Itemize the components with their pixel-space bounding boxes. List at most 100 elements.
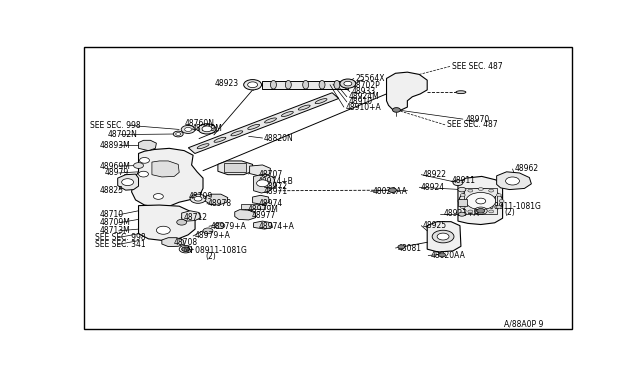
- Circle shape: [340, 79, 356, 88]
- Text: 48081: 48081: [397, 244, 422, 253]
- Polygon shape: [205, 194, 228, 205]
- Text: 48974+A: 48974+A: [259, 222, 294, 231]
- Text: 48969M: 48969M: [100, 161, 131, 171]
- Circle shape: [497, 206, 501, 208]
- Circle shape: [476, 198, 486, 204]
- Text: 48925: 48925: [422, 221, 446, 230]
- Circle shape: [190, 194, 206, 203]
- Text: 48979M: 48979M: [248, 205, 278, 214]
- Bar: [262, 81, 348, 89]
- Text: 48760N: 48760N: [184, 119, 214, 128]
- Polygon shape: [188, 93, 339, 154]
- Circle shape: [460, 206, 465, 208]
- Circle shape: [438, 253, 445, 257]
- Text: 48923: 48923: [215, 78, 239, 87]
- Text: 48910: 48910: [349, 97, 373, 106]
- Circle shape: [506, 177, 520, 185]
- Text: 48708: 48708: [173, 238, 197, 247]
- Bar: [464, 189, 497, 214]
- Polygon shape: [152, 161, 179, 177]
- Circle shape: [432, 230, 454, 243]
- Circle shape: [489, 210, 493, 213]
- Text: 48924M: 48924M: [349, 92, 380, 101]
- Text: 48974: 48974: [259, 199, 283, 208]
- Circle shape: [176, 132, 180, 135]
- Text: SEE SEC. 998: SEE SEC. 998: [90, 121, 141, 130]
- Ellipse shape: [214, 137, 226, 142]
- Circle shape: [499, 200, 504, 202]
- Text: 48707: 48707: [259, 170, 283, 179]
- Circle shape: [477, 208, 484, 213]
- Ellipse shape: [315, 99, 327, 104]
- Ellipse shape: [456, 91, 466, 94]
- Polygon shape: [253, 174, 276, 193]
- Polygon shape: [218, 161, 253, 175]
- Circle shape: [122, 179, 134, 186]
- Text: 25564X: 25564X: [356, 74, 385, 83]
- Circle shape: [185, 128, 191, 131]
- Text: 48922: 48922: [422, 170, 446, 179]
- Text: SEE SEC. 487: SEE SEC. 487: [452, 62, 502, 71]
- Ellipse shape: [303, 80, 308, 89]
- Circle shape: [154, 193, 163, 199]
- Circle shape: [177, 219, 187, 225]
- Circle shape: [173, 131, 183, 137]
- Circle shape: [388, 188, 396, 192]
- Text: N 08911-1081G: N 08911-1081G: [481, 202, 541, 211]
- Polygon shape: [235, 210, 255, 220]
- Text: 48910M: 48910M: [467, 196, 498, 205]
- Text: 48972: 48972: [264, 182, 287, 191]
- Text: (2): (2): [205, 251, 216, 260]
- Circle shape: [453, 180, 463, 186]
- Text: 48825: 48825: [100, 186, 124, 195]
- Ellipse shape: [264, 118, 276, 123]
- Circle shape: [466, 192, 495, 210]
- Ellipse shape: [271, 80, 276, 89]
- Text: 48924: 48924: [420, 183, 444, 192]
- Text: 48978: 48978: [208, 199, 232, 208]
- Text: 48020AA: 48020AA: [430, 251, 465, 260]
- Polygon shape: [182, 211, 201, 221]
- Polygon shape: [497, 172, 531, 190]
- Text: 48977: 48977: [252, 211, 276, 221]
- Circle shape: [468, 210, 473, 213]
- Polygon shape: [428, 222, 461, 252]
- Circle shape: [460, 193, 465, 196]
- Text: 48971: 48971: [264, 187, 287, 196]
- Circle shape: [497, 193, 501, 196]
- Bar: [458, 199, 467, 206]
- Text: N 08911-1081G: N 08911-1081G: [187, 246, 246, 255]
- Circle shape: [437, 233, 449, 240]
- Polygon shape: [162, 238, 184, 247]
- Text: 48709: 48709: [189, 192, 213, 201]
- Text: 48962: 48962: [515, 164, 539, 173]
- Ellipse shape: [285, 80, 291, 89]
- Polygon shape: [253, 221, 273, 229]
- Text: A/88A0P 9: A/88A0P 9: [504, 319, 543, 328]
- Circle shape: [257, 180, 269, 187]
- Polygon shape: [387, 72, 428, 110]
- Circle shape: [478, 187, 483, 190]
- Text: 48893M: 48893M: [100, 141, 131, 150]
- Text: SEE SEC. 998: SEE SEC. 998: [95, 233, 145, 242]
- Circle shape: [182, 247, 189, 251]
- Circle shape: [459, 189, 502, 214]
- Circle shape: [478, 212, 483, 215]
- Text: N: N: [479, 208, 483, 213]
- Text: 48779M: 48779M: [192, 124, 223, 133]
- Circle shape: [458, 200, 463, 202]
- Polygon shape: [250, 165, 271, 176]
- Circle shape: [244, 80, 262, 90]
- Polygon shape: [458, 176, 502, 225]
- Text: 48702P: 48702P: [352, 81, 381, 90]
- Circle shape: [198, 124, 216, 134]
- Circle shape: [203, 228, 213, 234]
- Bar: [241, 205, 264, 209]
- Circle shape: [468, 189, 473, 192]
- Polygon shape: [118, 174, 138, 190]
- Circle shape: [181, 125, 195, 134]
- Ellipse shape: [231, 131, 243, 136]
- Polygon shape: [138, 140, 156, 151]
- Circle shape: [215, 223, 225, 228]
- Text: 48979+A: 48979+A: [211, 222, 247, 231]
